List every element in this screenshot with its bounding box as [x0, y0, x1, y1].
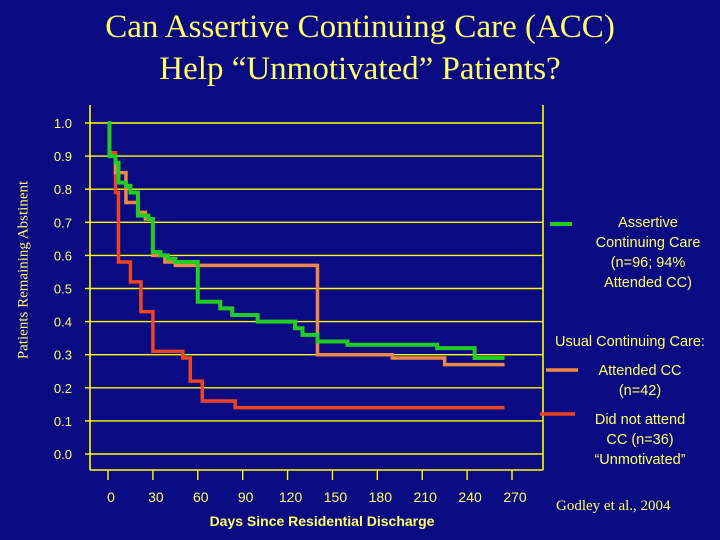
x-tick-labels: 0 30 60 90 120 150 180 210 240 270 — [107, 489, 527, 505]
y-tick-label: 0.5 — [54, 282, 72, 297]
y-tick-label: 0.6 — [54, 248, 72, 263]
x-axis-label: Days Since Residential Discharge — [210, 513, 435, 529]
legend-not-attended-line: Did not attend — [594, 412, 686, 428]
x-tick-label: 90 — [238, 489, 254, 505]
series-lines — [107, 121, 505, 410]
legend-ucc-header: Usual Continuing Care: — [555, 334, 705, 350]
legend-acc-line: Continuing Care — [595, 235, 701, 251]
title-line-2: Help “Unmotivated” Patients? — [159, 51, 561, 87]
y-tick-label: 0.3 — [54, 348, 72, 363]
y-tick-label: 0.9 — [54, 149, 72, 164]
slide-title: Can Assertive Continuing Care (ACC) Help… — [0, 6, 720, 90]
legend-acc-line: Assertive — [618, 215, 678, 231]
legend-attended-line: (n=42) — [618, 383, 662, 399]
legend-attended: Attended CC (n=42) — [584, 361, 696, 401]
x-tick-label: 150 — [324, 489, 348, 505]
grid-lines — [85, 122, 543, 455]
x-tick-label: 30 — [148, 489, 164, 505]
y-tick-label: 0.1 — [54, 414, 72, 429]
legend-markers — [540, 222, 578, 416]
legend-not-attended-line: “Unmotivated” — [594, 452, 686, 468]
y-tick-labels: 0.0 0.1 0.2 0.3 0.4 0.5 0.6 0.7 0.8 0.9 1.0 — [54, 116, 72, 462]
x-tick-label: 120 — [279, 489, 303, 505]
y-tick-label: 0.7 — [54, 215, 72, 230]
legend-acc: Assertive Continuing Care (n=96; 94% Att… — [578, 213, 718, 293]
x-tick-label: 180 — [369, 489, 393, 505]
y-tick-label: 1.0 — [54, 116, 72, 131]
x-tick-label: 270 — [503, 489, 527, 505]
y-tick-label: 0.4 — [54, 315, 72, 330]
legend-not-attended-line: CC (n=36) — [606, 432, 674, 448]
series-line-not-attended — [108, 151, 505, 410]
legend-attended-line: Attended CC — [598, 363, 682, 379]
plot-frame — [89, 105, 544, 480]
y-tick-label: 0.0 — [54, 447, 72, 462]
series-line-acc — [107, 121, 505, 361]
title-line-1: Can Assertive Continuing Care (ACC) — [105, 9, 615, 45]
y-tick-label: 0.8 — [54, 182, 72, 197]
legend-acc-line: Attended CC) — [604, 275, 692, 291]
x-tick-label: 60 — [193, 489, 209, 505]
x-tick-label: 240 — [458, 489, 482, 505]
y-tick-label: 0.2 — [54, 381, 72, 396]
x-tick-label: 0 — [107, 489, 115, 505]
citation: Godley et al., 2004 — [556, 498, 671, 514]
legend-not-attended: Did not attend CC (n=36) “Unmotivated” — [584, 410, 696, 470]
legend-acc-line: (n=96; 94% — [610, 255, 686, 271]
x-tick-label: 210 — [414, 489, 438, 505]
